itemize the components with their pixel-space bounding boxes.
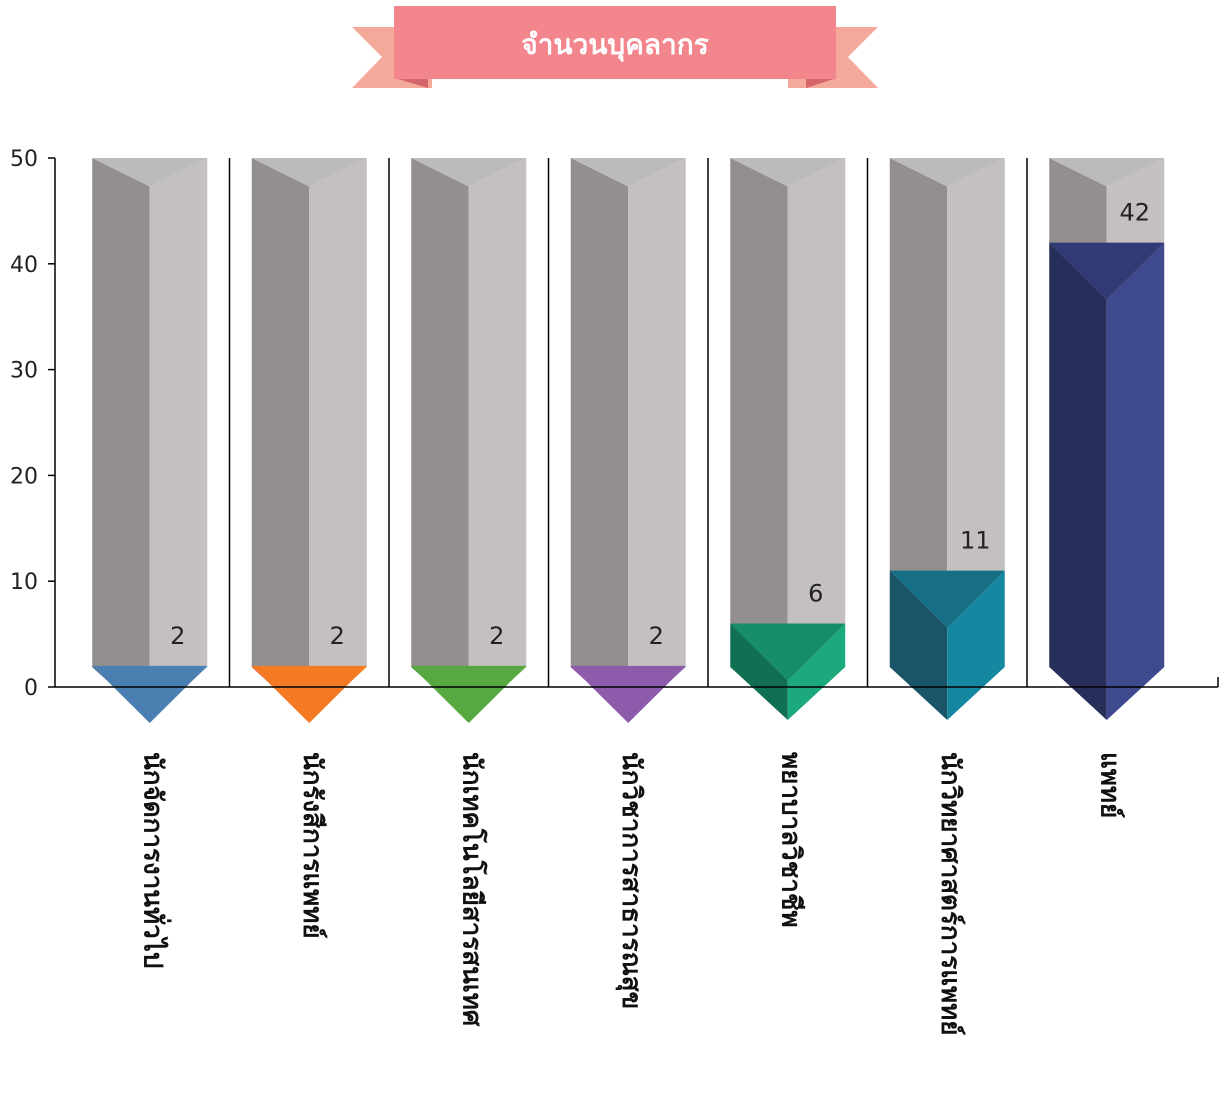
column-right-face — [149, 158, 208, 723]
bar-right-face — [1106, 242, 1165, 720]
category-label: พยาบาลวิชาชีพ — [775, 752, 805, 928]
ribbon-fold-right — [806, 79, 834, 88]
category-labels: 2 นักจัดการงานทั่วไป 2 นักรังสีการแพทย์ 2 นัก… — [137, 199, 1150, 1036]
bar-right-face — [787, 623, 846, 720]
column-left-face — [92, 158, 150, 723]
column-top-face — [570, 158, 686, 187]
category-label: นักจัดการงานทั่วไป — [137, 752, 172, 968]
column-top-face — [411, 158, 527, 187]
column-right-face — [787, 158, 846, 681]
y-tick-label: 50 — [10, 147, 38, 172]
data-label: 42 — [1119, 199, 1150, 227]
bar-top-face — [570, 665, 686, 723]
y-tick-label: 20 — [10, 464, 38, 489]
column-left-face — [411, 158, 469, 723]
column-top-face — [889, 158, 1005, 187]
axes: 0 10 20 30 40 50 — [10, 147, 1219, 701]
bar-left-face — [730, 623, 788, 720]
bar-top-face — [92, 665, 208, 723]
column-left-face — [889, 158, 948, 628]
y-tick-label: 40 — [10, 253, 38, 278]
column-left-face — [251, 158, 310, 723]
chart-title: จำนวนบุคลากร — [521, 28, 709, 62]
bars — [92, 158, 1165, 723]
bar-top-face — [411, 665, 527, 723]
ribbon-body — [394, 6, 836, 79]
data-label: 11 — [960, 527, 991, 555]
bar-top-face — [889, 570, 1005, 628]
column-left-face — [730, 158, 788, 681]
data-label: 2 — [489, 622, 504, 650]
y-tick-label: 0 — [24, 676, 38, 701]
column-left-face — [570, 158, 629, 723]
column-top-face — [1049, 158, 1165, 187]
bar-left-face — [889, 570, 948, 720]
bar-top-face — [251, 665, 367, 723]
column-top-face — [92, 158, 208, 187]
column-right-face — [309, 158, 367, 723]
bar-right-face — [947, 570, 1005, 720]
column-top-face — [251, 158, 367, 187]
data-label: 2 — [170, 622, 185, 650]
category-label: นักวิชาการสาธารณสุข — [615, 752, 646, 1009]
column-right-face — [947, 158, 1005, 628]
y-tick-label: 10 — [10, 570, 38, 595]
column-right-face — [628, 158, 686, 723]
y-tick-label: 30 — [10, 359, 38, 384]
category-label: นักวิทยาศาสตร์การแพทย์ — [935, 752, 966, 1036]
bar-top-face — [730, 623, 846, 681]
bar-left-face — [1049, 242, 1107, 720]
category-label: แพทย์ — [1094, 752, 1125, 818]
data-label: 2 — [649, 622, 664, 650]
ribbon-fold-left — [398, 79, 428, 88]
title-ribbon: จำนวนบุคลากร — [352, 6, 878, 88]
column-top-face — [730, 158, 846, 187]
category-label: นักเทคโนโลยีสารสนเทศ — [456, 752, 488, 1027]
column-right-face — [468, 158, 527, 723]
bar-top-face — [1049, 242, 1165, 300]
data-label: 6 — [808, 580, 823, 608]
category-label: นักรังสีการแพทย์ — [297, 752, 328, 939]
data-label: 2 — [330, 622, 345, 650]
